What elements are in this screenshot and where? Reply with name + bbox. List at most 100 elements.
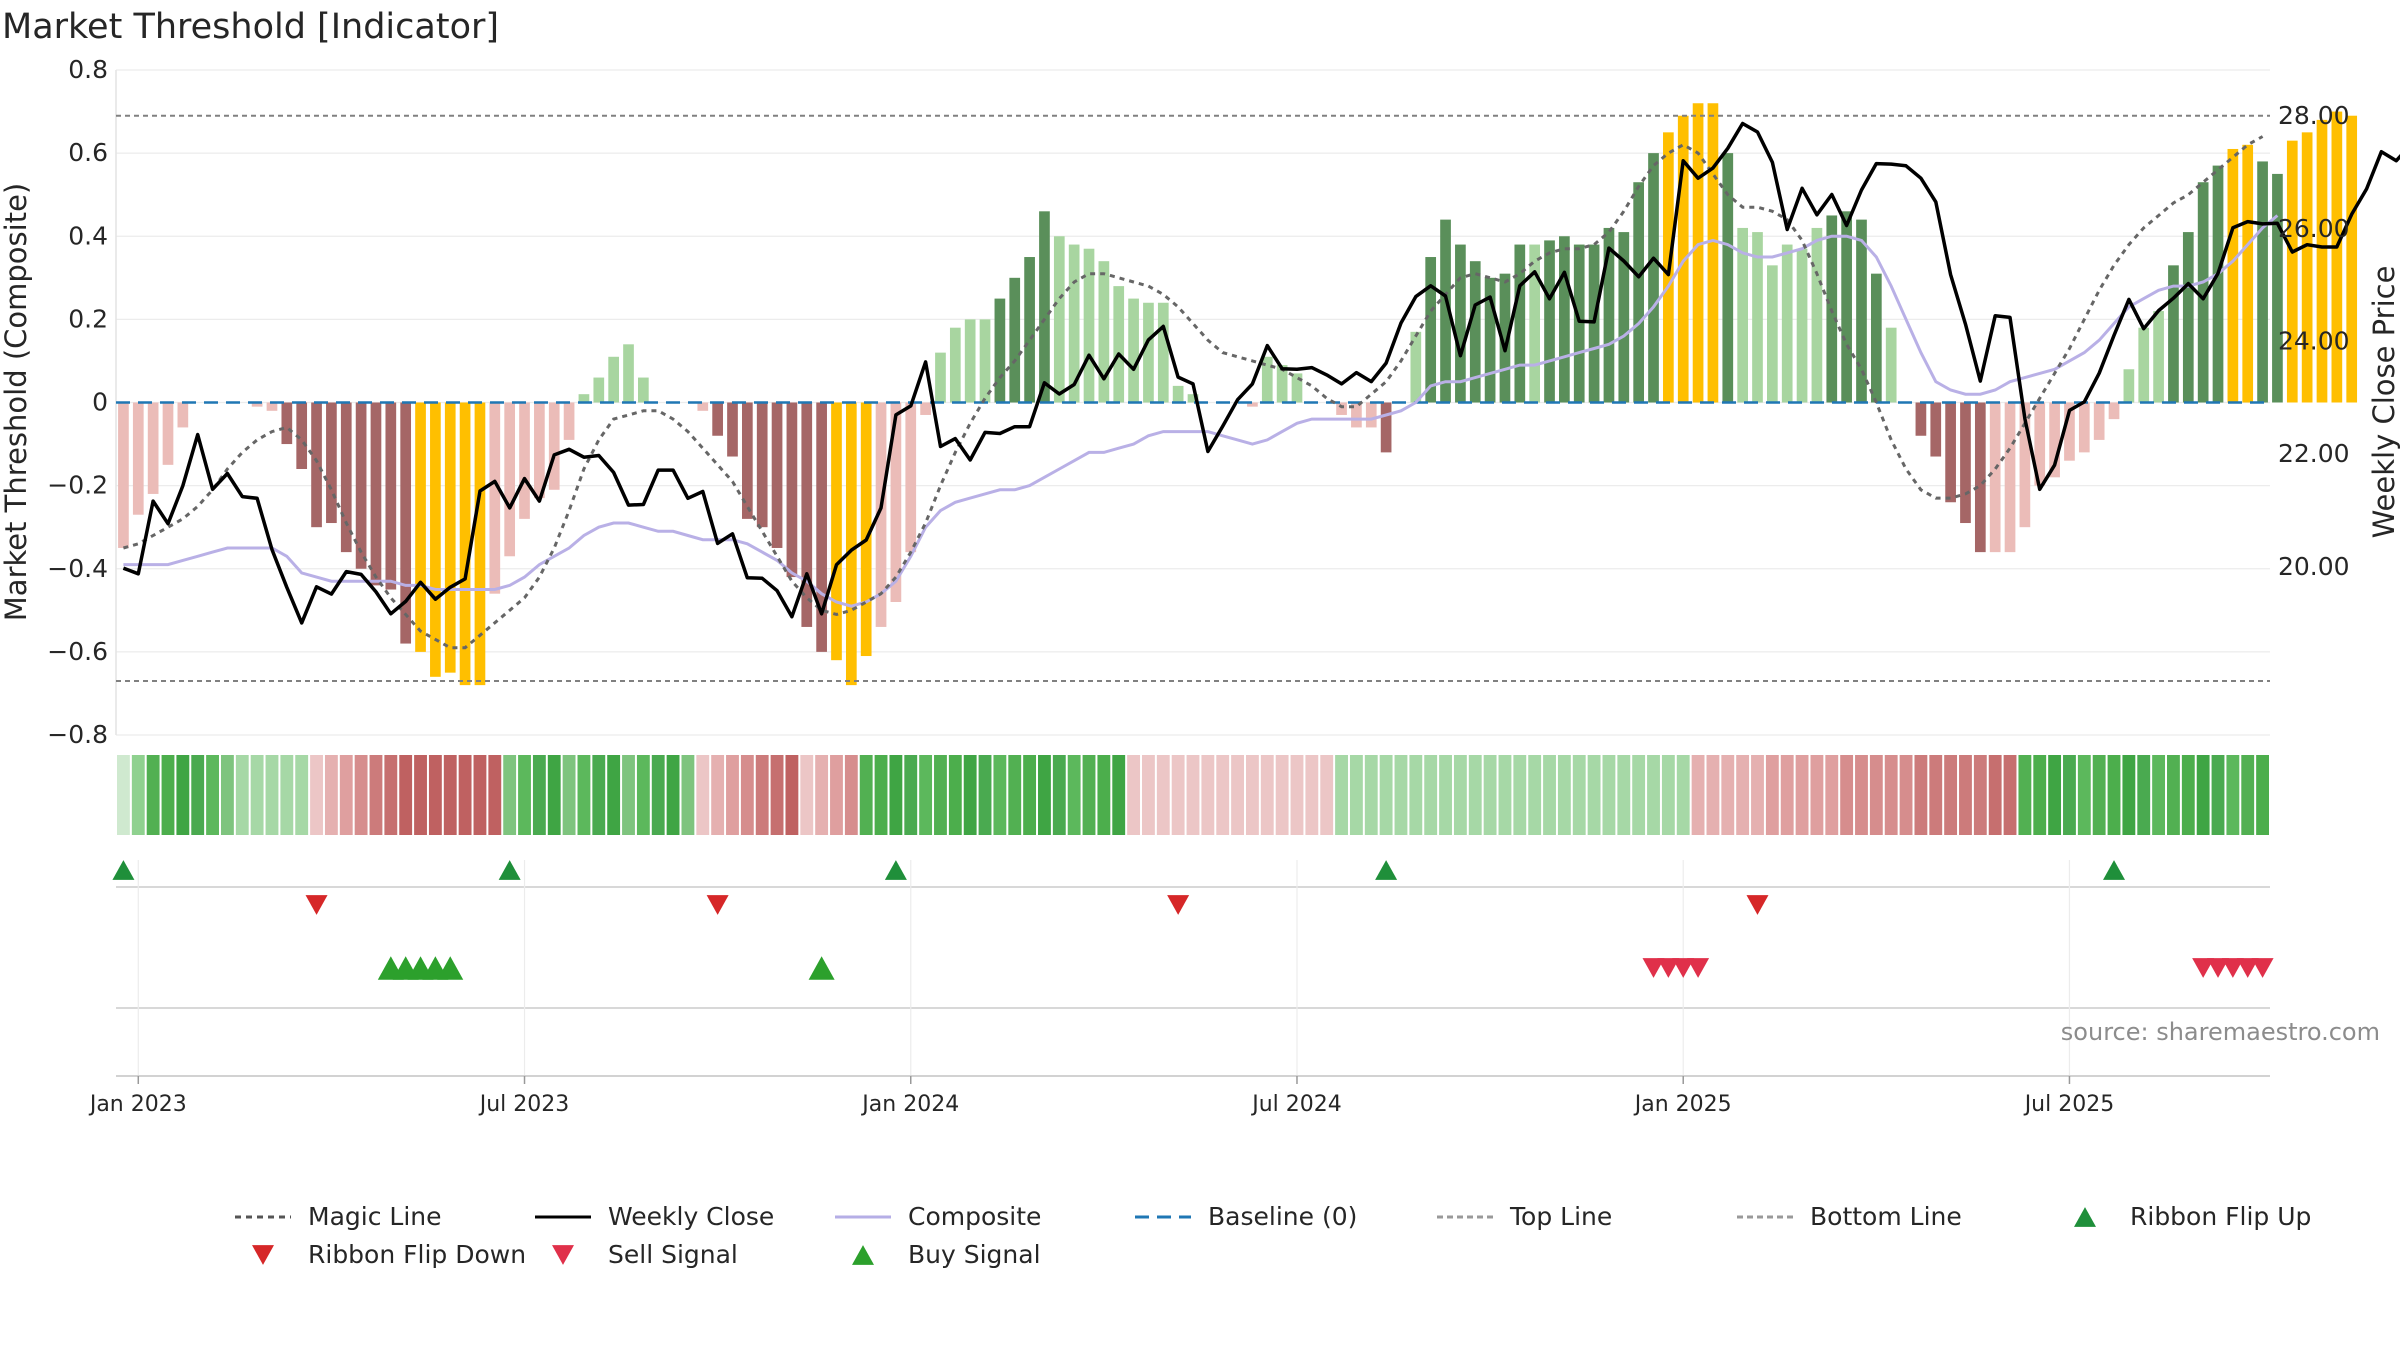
ribbon-cell <box>1127 755 1141 835</box>
ribbon-cell <box>1914 755 1928 835</box>
ribbon-cell <box>711 755 725 835</box>
composite-bar <box>1811 227 1823 403</box>
y-axis-label: Market Threshold (Composite) <box>0 183 33 621</box>
ribbon-cell <box>1795 755 1809 835</box>
ribbon-flip-up-marker <box>2103 860 2126 880</box>
ribbon-cell <box>1409 755 1423 835</box>
ribbon-cell <box>310 755 323 835</box>
composite-bar <box>2286 140 2298 403</box>
composite-bar <box>1157 302 1169 403</box>
y-tick-label: −0.6 <box>47 637 108 666</box>
ribbon-cell <box>2107 755 2121 835</box>
ribbon-cell <box>1825 755 1839 835</box>
y2-axis-label: Weekly Close Price <box>2367 266 2400 539</box>
composite-bar <box>400 402 412 644</box>
composite-bar <box>340 402 352 553</box>
ribbon-flip-up-marker <box>884 860 907 880</box>
composite-bar <box>2212 165 2224 403</box>
ribbon-cell <box>1691 755 1705 835</box>
composite-bar <box>2093 402 2105 440</box>
ribbon-cell <box>681 755 695 835</box>
y-tick-label: 0 <box>92 388 108 417</box>
ribbon-cell <box>1349 755 1363 835</box>
composite-bar <box>459 402 471 686</box>
composite-bar <box>727 402 738 457</box>
ribbon-cell <box>2241 755 2255 835</box>
composite-bar <box>2153 311 2164 403</box>
composite-bar <box>979 319 991 403</box>
ribbon-cell <box>1602 755 1616 835</box>
ribbon-cell <box>1424 755 1438 835</box>
legend-label: Weekly Close <box>608 1202 774 1231</box>
ribbon-flip-up-marker <box>1375 860 1398 880</box>
ribbon-cell <box>1617 755 1631 835</box>
legend-item: Baseline (0) <box>1135 1202 1357 1231</box>
ribbon-cell <box>844 755 858 835</box>
composite-bar <box>712 402 723 436</box>
ribbon-cell <box>2152 755 2166 835</box>
composite-bar <box>430 402 441 677</box>
legend-item: Bottom Line <box>1737 1202 1962 1231</box>
composite-bar <box>2078 402 2090 453</box>
composite-bar <box>2182 232 2194 403</box>
legend-label: Buy Signal <box>908 1240 1041 1269</box>
composite-bar <box>2257 161 2268 403</box>
ribbon-cell <box>1736 755 1750 835</box>
weekly-close-line <box>122 121 2400 625</box>
composite-bar <box>994 298 1006 403</box>
ribbon-flip-down-marker <box>1746 895 1769 915</box>
ribbon-cell <box>1676 755 1690 835</box>
ribbon-cell <box>1052 755 1066 835</box>
ribbon-cell <box>904 755 918 835</box>
legend: Magic Line Weekly Close Composite Baseline … <box>235 1202 2311 1269</box>
composite-bar <box>474 402 486 686</box>
ribbon-cell <box>1751 755 1764 835</box>
ribbon-cell <box>2211 755 2225 835</box>
ribbon-cell <box>1082 755 1096 835</box>
ribbon-cell <box>1587 755 1601 835</box>
ribbon-cell <box>1483 755 1497 835</box>
ribbon-cell <box>1944 755 1958 835</box>
ribbon-cell <box>1765 755 1779 835</box>
ribbon-cell <box>2122 755 2136 835</box>
ribbon-cell <box>161 755 175 835</box>
composite-bar <box>860 402 872 657</box>
composite-bar <box>534 402 545 499</box>
ribbon-cell <box>785 755 799 835</box>
composite-bar <box>2331 111 2343 403</box>
composite-bar <box>935 352 946 403</box>
composite-bar <box>1039 211 1050 403</box>
composite-bar <box>593 377 605 403</box>
composite-bar <box>831 402 842 661</box>
ribbon-cell <box>815 755 829 835</box>
composite-bar <box>2316 119 2328 403</box>
composite-bar <box>2197 182 2209 403</box>
ribbon-cell <box>2092 755 2106 835</box>
composite-bar <box>1915 402 1927 436</box>
ribbon-cell <box>1231 755 1244 835</box>
composite-bar <box>920 402 931 415</box>
ribbon-cell <box>339 755 353 835</box>
ribbon-cell <box>1305 755 1319 835</box>
ribbon-cell <box>547 755 561 835</box>
composite-bar <box>1856 219 1867 403</box>
composite-bar <box>1989 402 2001 553</box>
ribbon-cell <box>369 755 383 835</box>
ribbon-cell <box>1959 755 1972 835</box>
ribbon-cell <box>1929 755 1943 835</box>
legend-swatch <box>2074 1207 2096 1227</box>
composite-bar <box>1974 402 1986 553</box>
sell-signal-marker <box>1687 958 1710 978</box>
ribbon-cell <box>518 755 531 835</box>
composite-bar <box>1484 277 1496 403</box>
chart-title: Market Threshold [Indicator] <box>2 7 499 47</box>
composite-bar <box>251 402 263 407</box>
composite-bar <box>1261 356 1273 403</box>
ribbon-cell <box>1008 755 1022 835</box>
ribbon-cell <box>1453 755 1467 835</box>
composite-bar <box>1380 402 1392 453</box>
ribbon-cell <box>562 755 576 835</box>
composite-bar <box>801 402 813 627</box>
composite-bar <box>1247 402 1258 407</box>
